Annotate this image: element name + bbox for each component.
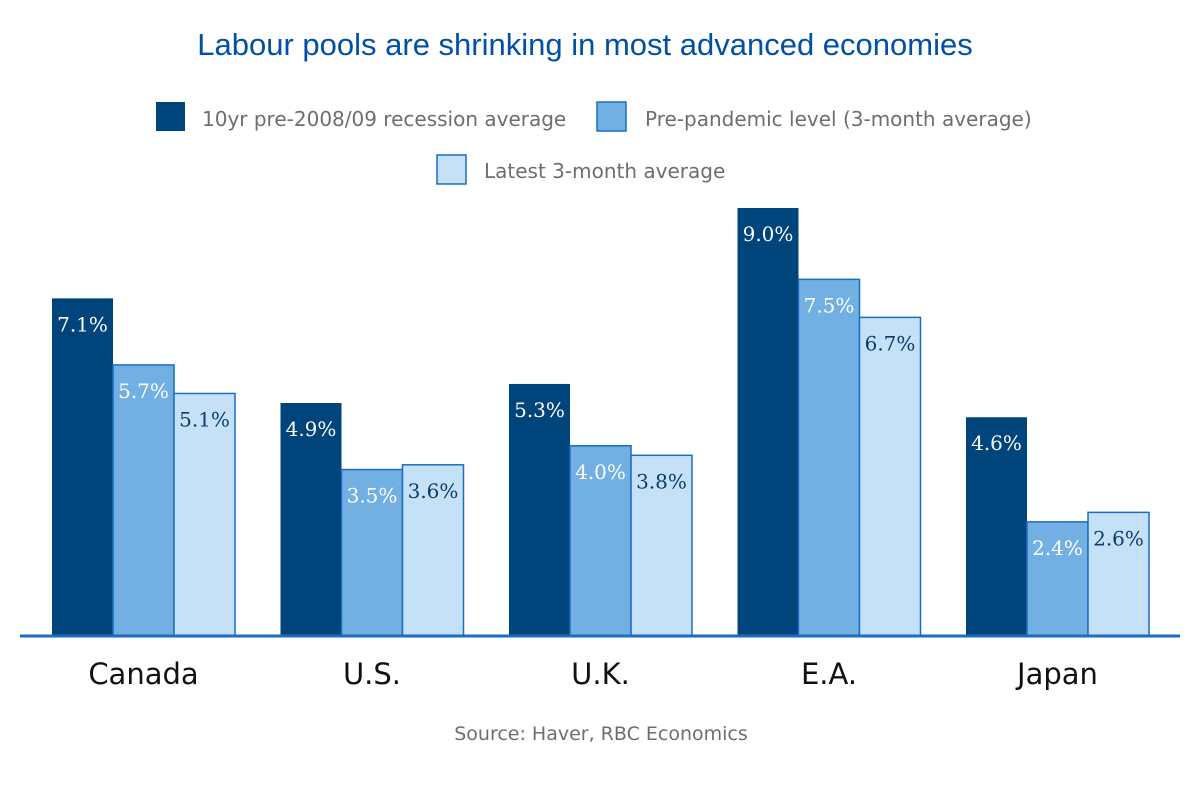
bar-uk-series-3	[630, 454, 693, 637]
bar-canada-series-3	[173, 392, 236, 637]
source-note: Source: Haver, RBC Economics	[454, 723, 748, 745]
chart-title: Labour pools are shrinking in most advan…	[197, 27, 972, 62]
value-label: 4.0%	[575, 460, 626, 484]
value-label: 6.7%	[865, 331, 916, 355]
bar-canada-series-2	[112, 364, 175, 637]
legend-swatch-series-3	[436, 154, 467, 185]
legend-swatch-series-1	[156, 102, 185, 131]
value-label: 3.8%	[636, 469, 687, 493]
legend-label-series-3: Latest 3-month average	[484, 159, 725, 183]
bar-japan-series-1	[966, 417, 1027, 636]
value-label: 2.4%	[1032, 536, 1083, 560]
value-label: 9.0%	[743, 222, 794, 246]
category-label: Canada	[88, 657, 198, 691]
bar-ea-series-3	[858, 316, 922, 637]
value-label: 5.3%	[514, 398, 565, 422]
bar-ea-series-2	[797, 278, 861, 637]
legend: 10yr pre-2008/09 recession average Pre-p…	[156, 101, 1032, 185]
legend-label-series-1: 10yr pre-2008/09 recession average	[202, 107, 566, 131]
category-label: U.S.	[343, 657, 401, 691]
value-label: 5.7%	[118, 379, 169, 403]
value-label: 2.6%	[1093, 526, 1144, 550]
bar-canada-series-1	[52, 298, 113, 636]
category-label: Japan	[1015, 657, 1098, 691]
legend-label-series-2: Pre-pandemic level (3-month average)	[645, 107, 1032, 131]
bar-japan-series-2	[1026, 521, 1089, 637]
value-label: 3.5%	[347, 484, 398, 508]
value-label: 4.9%	[286, 417, 337, 441]
value-label: 5.1%	[179, 407, 230, 431]
category-label: U.K.	[571, 657, 630, 691]
value-label: 4.6%	[971, 431, 1022, 455]
category-labels-group: Canada U.S. U.K. E.A. Japan	[88, 657, 1098, 691]
value-label: 7.5%	[804, 293, 855, 317]
legend-item-series-2: Pre-pandemic level (3-month average)	[596, 101, 1032, 132]
value-labels-group: 7.1% 5.7% 5.1% 4.9% 3.5% 3.6% 5.3% 4.0% 3.8% 9.0%…	[57, 222, 1144, 560]
bars-group	[52, 208, 1150, 637]
value-label: 3.6%	[408, 479, 459, 503]
category-label: E.A.	[801, 657, 857, 691]
bar-us-series-3	[401, 464, 465, 637]
legend-item-series-1: 10yr pre-2008/09 recession average	[156, 102, 566, 131]
value-label: 7.1%	[57, 312, 108, 336]
bar-us-series-1	[280, 402, 342, 636]
legend-item-series-3: Latest 3-month average	[436, 154, 725, 185]
bar-japan-series-3	[1087, 511, 1150, 637]
bar-uk-series-1	[509, 383, 570, 636]
bar-ea-series-1	[737, 208, 799, 636]
legend-swatch-series-2	[596, 101, 627, 132]
